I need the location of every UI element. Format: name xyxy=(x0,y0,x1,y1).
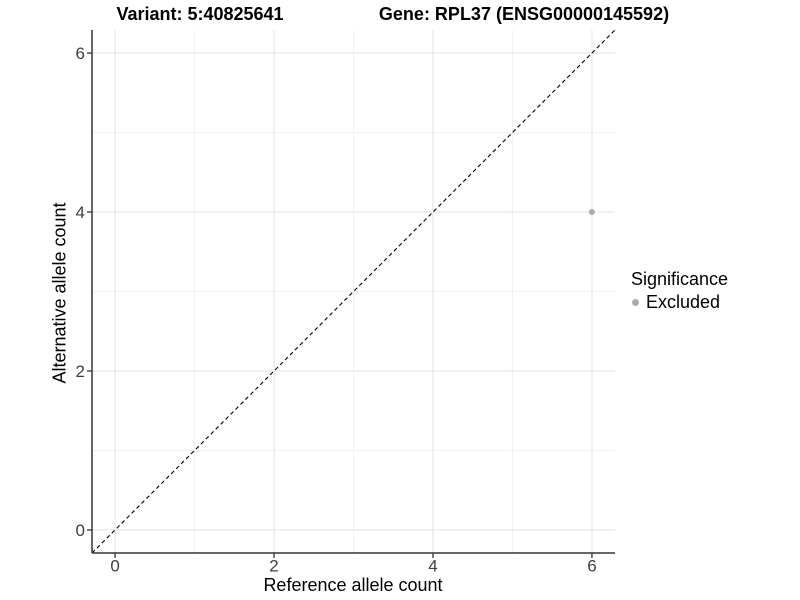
legend-label-excluded: Excluded xyxy=(646,292,721,312)
data-point-excluded xyxy=(588,209,595,216)
y-tick-label: 6 xyxy=(76,44,85,63)
gene-title: Gene: RPL37 (ENSG00000145592) xyxy=(378,4,670,24)
x-tick-label: 4 xyxy=(428,557,437,576)
y-tick-label: 2 xyxy=(76,362,85,381)
x-tick-label: 2 xyxy=(269,557,278,576)
x-tick-label: 6 xyxy=(587,557,596,576)
excluded-point-icon xyxy=(632,299,639,306)
x-axis-title: Reference allele count xyxy=(263,575,443,595)
x-tick-label: 0 xyxy=(110,557,119,576)
legend: Significance Excluded xyxy=(631,269,728,313)
variant-title: Variant: 5:40825641 xyxy=(116,4,284,24)
legend-title: Significance xyxy=(631,269,729,289)
legend-item-excluded: Excluded xyxy=(632,292,728,313)
y-tick-label: 0 xyxy=(76,521,85,540)
identity-dashed-line xyxy=(91,29,616,554)
y-tick-label: 4 xyxy=(76,203,85,222)
y-axis-title: Alternative allele count xyxy=(49,202,70,384)
